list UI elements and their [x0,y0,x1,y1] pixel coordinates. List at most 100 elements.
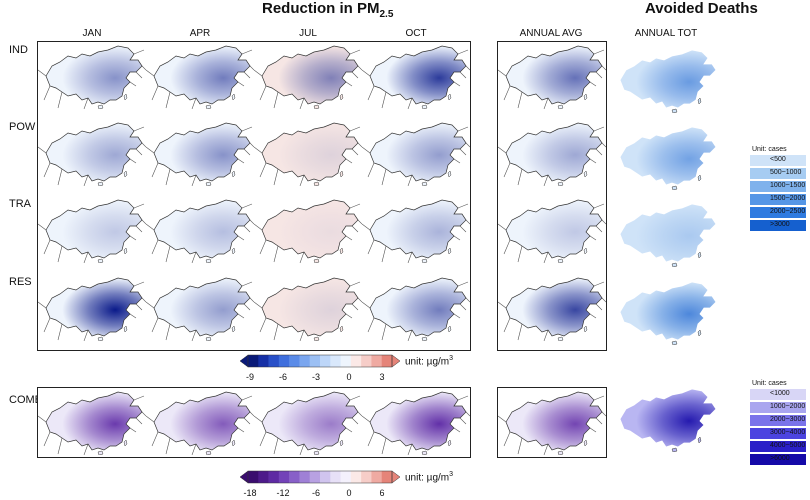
hainan-outline [97,450,104,455]
map-pow-annual-tot-svg [619,126,717,190]
china-outline [619,49,717,109]
map-tra-annual-avg-svg [498,199,606,263]
colorbar-swatch [361,471,372,483]
neighbor-borders [38,49,146,109]
neighbor-borders [38,395,146,455]
legend-label: 2000~2500 [770,208,806,215]
colorbar-swatch [289,355,300,367]
legend-item: >3000 [750,220,806,231]
legend-label: 500~1000 [770,169,802,176]
legend-item: 2000~3000 [750,415,806,426]
legend-top-title: Unit: cases [752,146,787,153]
legend-label: 4000~5000 [770,442,806,449]
map-comb-jan-svg [38,391,146,455]
map-tra-jan [38,196,146,263]
map-res-jul [254,274,362,341]
hainan-outline [421,258,428,263]
legend-swatch [750,402,806,413]
legend-label: >3000 [770,221,790,228]
china-outline [369,199,467,259]
colorbar-swatch [309,471,321,483]
colorbar-top-tick-1: -9 [245,372,254,382]
colorbar-top [240,354,400,368]
reduction-title: Reduction in PM2.5 [262,0,393,20]
taiwan-outline [447,439,452,447]
colorbar-top-tick-5: 3 [379,372,385,382]
colorbar-swatch [361,355,372,367]
taiwan-outline [583,170,588,178]
hainan-outline [421,104,428,109]
neighbor-borders [146,395,254,455]
map-ind-jan-svg [38,45,146,109]
col-header-jul: JUL [299,28,317,39]
hainan-outline [557,258,564,263]
china-outline [369,122,467,182]
neighbor-borders [254,203,362,263]
map-ind-apr-svg [146,45,254,109]
map-tra-apr [146,196,254,263]
legend-label: >6000 [770,455,790,462]
colorbar-swatch [320,471,331,483]
map-ind-annual-avg-svg [498,45,606,109]
taiwan-outline [447,170,452,178]
colorbar-swatch [371,471,383,483]
neighbor-borders [498,395,606,455]
legend-item: 500~1000 [750,168,806,179]
china-outline [261,199,359,259]
hainan-outline [205,104,212,109]
map-ind-apr [146,42,254,109]
row-label-tra: TRA [9,198,31,210]
map-tra-jan-svg [38,199,146,263]
china-outline [153,199,251,259]
taiwan-outline [123,247,128,255]
map-tra-jul-svg [254,199,362,263]
colorbar-swatch [248,471,259,483]
legend-item: <1000 [750,389,806,400]
row-label-pow: POW [9,121,36,133]
legend-item: <500 [750,155,806,166]
neighbor-borders [498,203,606,263]
legend-swatch [750,415,806,426]
map-res-oct-svg [362,277,470,341]
map-res-annual-avg-svg [498,277,606,341]
legend-item: 2000~2500 [750,207,806,218]
hainan-outline [313,336,320,341]
map-tra-annual-tot-svg [619,203,717,267]
neighbor-borders [38,126,146,186]
taiwan-outline [697,251,702,259]
sector-grid-frame [37,41,471,351]
map-res-annual-avg [498,274,606,341]
colorbar-swatch [330,471,341,483]
neighbor-borders [38,203,146,263]
legend-item: 4000~5000 [750,441,806,452]
map-comb-annual-avg [498,388,606,455]
hainan-outline [557,181,564,186]
colorbar-left-arrow [240,470,249,484]
taiwan-outline [339,439,344,447]
neighbor-borders [362,49,470,109]
colorbar-left-arrow [240,354,249,368]
map-comb-oct [362,388,470,455]
legend-item: 3000~4000 [750,428,806,439]
legend-label: <500 [770,156,786,163]
map-res-apr [146,274,254,341]
map-res-jul-svg [254,277,362,341]
hainan-outline [557,336,564,341]
taiwan-outline [231,247,236,255]
taiwan-outline [339,170,344,178]
taiwan-outline [123,325,128,333]
neighbor-borders [498,281,606,341]
china-outline [153,45,251,105]
colorbar-swatch [289,471,300,483]
map-pow-jan [38,119,146,186]
map-res-annual-tot-svg [619,281,717,345]
map-comb-apr [146,388,254,455]
taiwan-outline [339,93,344,101]
colorbar-top-tick-2: -6 [278,372,287,382]
taiwan-outline [583,93,588,101]
colorbar-swatch [258,471,269,483]
row-label-ind: IND [9,44,28,56]
legend-bottom-title: Unit: cases [752,380,787,387]
colorbar-bottom-unit: unit: µg/m3 [405,471,453,483]
map-tra-oct [362,196,470,263]
